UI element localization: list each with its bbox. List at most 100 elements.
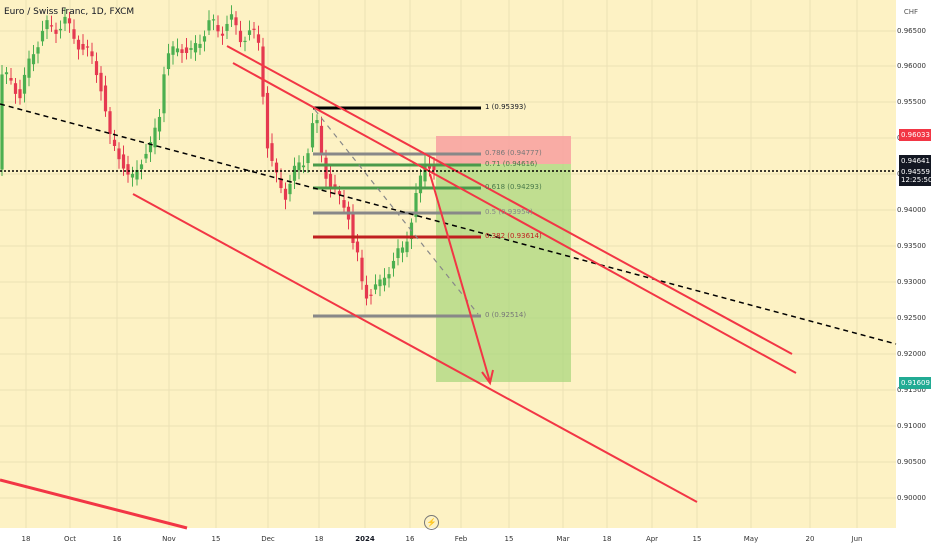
channel-upper-2: [232, 62, 797, 374]
candle-body: [306, 153, 310, 164]
candle-body: [279, 178, 283, 189]
candle-body: [405, 241, 409, 253]
candle-body: [274, 162, 279, 173]
price-badge-b: 0.94559 12:25:50: [899, 166, 932, 186]
fib-label: 0.618 (0.94293): [485, 183, 542, 191]
candle-body: [373, 284, 378, 290]
candle-body: [387, 274, 391, 279]
candle-body: [171, 46, 175, 55]
candle-body: [58, 28, 63, 31]
candle-body: [198, 43, 202, 48]
fib-label: 1 (0.95393): [485, 103, 527, 111]
fib-label: 0.786 (0.94777): [485, 149, 542, 157]
candle-body: [90, 51, 94, 57]
candle-body: [378, 279, 382, 287]
candle-body: [202, 36, 207, 42]
candle-body: [432, 163, 436, 171]
candle-body: [162, 74, 166, 114]
candle-body: [342, 200, 346, 208]
candle-body: [148, 142, 153, 153]
candle-body: [220, 33, 225, 36]
price-badge-b-value: 0.94559: [901, 168, 930, 176]
candle-body: [94, 61, 99, 76]
x-axis-label: 18: [602, 535, 612, 543]
candle-body: [216, 25, 220, 32]
y-axis-label: 0.95500: [897, 98, 926, 106]
candle-body: [364, 284, 369, 299]
candle-body: [234, 17, 238, 26]
candle-body: [72, 29, 76, 39]
candle-body: [117, 148, 121, 160]
target-low-badge: 0.91609: [899, 377, 931, 389]
candle-body: [333, 184, 337, 188]
candle-body: [139, 164, 144, 170]
x-axis-label: Dec: [261, 535, 275, 543]
candle-body: [355, 241, 360, 253]
y-axis-label: 0.96000: [897, 62, 926, 70]
candle-body: [193, 43, 198, 53]
bolt-icon[interactable]: ⚡: [424, 515, 439, 530]
target-high-badge: 0.96033: [899, 129, 931, 141]
x-axis-label: Mar: [556, 535, 570, 543]
candle-body: [153, 127, 157, 148]
candle-body: [351, 213, 355, 243]
candle-body: [36, 47, 40, 54]
candle-body: [4, 72, 9, 75]
fib-label: 0.382 (0.93614): [485, 232, 542, 240]
candle-body: [135, 169, 139, 180]
bottom-trendline: [0, 478, 188, 530]
candle-body: [319, 125, 324, 156]
x-axis-label: 15: [692, 535, 702, 543]
candle-body: [67, 18, 72, 24]
candle-body: [76, 39, 81, 50]
projection-arrowhead: [481, 369, 494, 386]
candle-body: [360, 257, 364, 282]
candle-body: [130, 173, 135, 178]
x-axis-label: Nov: [162, 535, 176, 543]
y-axis-label: 0.93500: [897, 242, 926, 250]
candle-body: [229, 14, 234, 20]
x-axis-label: May: [743, 535, 759, 543]
x-axis-label: Jun: [851, 535, 863, 543]
fib-label: 0 (0.92514): [485, 311, 527, 319]
candle-body: [270, 143, 274, 161]
candle-body: [18, 89, 22, 99]
y-axis-label: 0.90500: [897, 458, 926, 466]
fib-label: 0.5 (0.93954): [485, 208, 533, 216]
candle-body: [297, 162, 301, 171]
candle-body: [184, 47, 189, 53]
candle-body: [423, 163, 427, 182]
x-axis-label: 16: [112, 535, 122, 543]
candle-body: [112, 139, 117, 146]
candle-body: [256, 34, 261, 43]
candle-body: [225, 23, 229, 31]
price-badge-a: 0.94641: [899, 155, 931, 167]
dashed-trendline: [0, 103, 897, 345]
y-axis-label: 0.92500: [897, 314, 926, 322]
candle-body: [427, 165, 432, 169]
y-axis-label: 0.92000: [897, 350, 926, 358]
candle-body: [189, 48, 193, 50]
candle-body: [207, 20, 211, 31]
x-axis-label: Oct: [63, 535, 77, 543]
candle-body: [252, 28, 256, 30]
candle-body: [81, 43, 85, 50]
candle-body: [126, 164, 130, 175]
candle-body: [40, 30, 45, 42]
x-axis-label: 18: [21, 535, 31, 543]
candle-body: [382, 277, 387, 286]
y-axis-label: 0.94000: [897, 206, 926, 214]
y-axis-label: 0.93000: [897, 278, 926, 286]
candle-body: [166, 53, 171, 70]
fib-label: 0.71 (0.94616): [485, 160, 538, 168]
x-axis-label: 15: [504, 535, 514, 543]
candle-body: [144, 153, 148, 159]
y-axis-label: 0.91000: [897, 422, 926, 430]
candle-body: [414, 192, 418, 217]
candle-body: [31, 54, 36, 65]
x-axis-label: Apr: [645, 535, 659, 543]
candle-body: [99, 72, 103, 92]
candle-body: [108, 111, 112, 135]
